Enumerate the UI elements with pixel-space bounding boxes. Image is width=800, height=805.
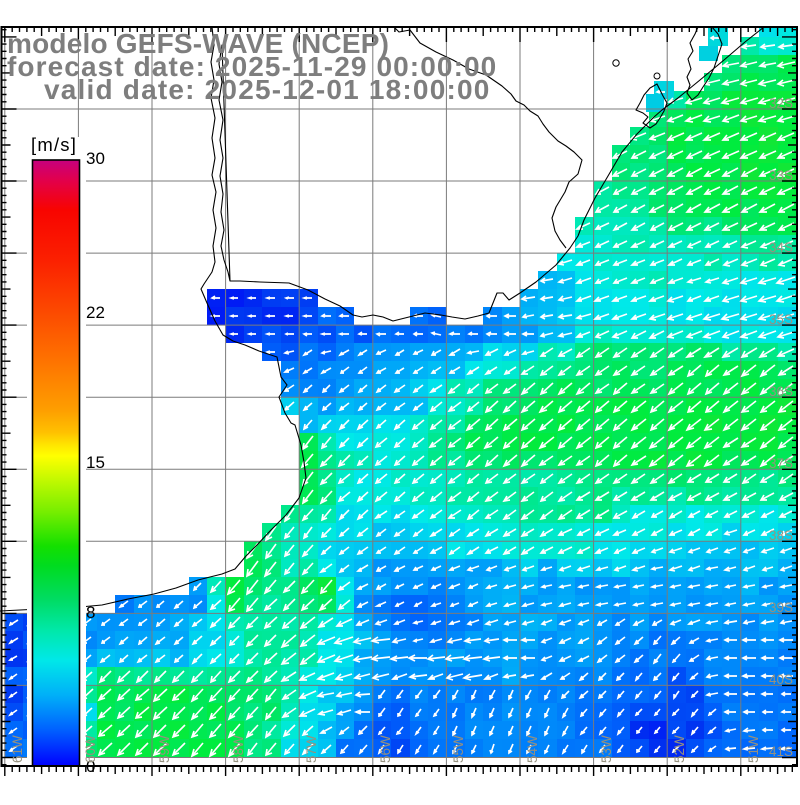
svg-text:35S: 35S	[769, 312, 793, 327]
svg-text:59W: 59W	[157, 735, 172, 763]
svg-text:54W: 54W	[525, 735, 540, 763]
svg-text:39S: 39S	[769, 600, 793, 615]
svg-text:61W: 61W	[10, 735, 25, 763]
svg-text:52W: 52W	[672, 735, 687, 763]
svg-text:53W: 53W	[599, 735, 614, 763]
svg-text:[m/s]: [m/s]	[31, 134, 77, 155]
svg-text:33S: 33S	[769, 168, 793, 183]
svg-text:modelo GEFS-WAVE (NCEP): modelo GEFS-WAVE (NCEP)	[7, 28, 389, 59]
svg-text:58W: 58W	[231, 735, 246, 763]
svg-text:valid date: 2025-12-01 18:00:0: valid date: 2025-12-01 18:00:00	[44, 74, 491, 105]
svg-text:36S: 36S	[769, 384, 793, 399]
svg-text:30: 30	[86, 149, 105, 168]
svg-text:37S: 37S	[769, 456, 793, 471]
svg-text:forecast date: 2025-11-29 00:0: forecast date: 2025-11-29 00:00:00	[7, 51, 497, 82]
svg-text:32S: 32S	[769, 96, 793, 111]
svg-text:41S: 41S	[769, 744, 793, 759]
svg-text:60W: 60W	[83, 735, 98, 763]
svg-text:56W: 56W	[378, 735, 393, 763]
svg-text:55W: 55W	[451, 735, 466, 763]
svg-text:57W: 57W	[304, 735, 319, 763]
svg-text:40S: 40S	[769, 672, 793, 687]
svg-text:22: 22	[86, 303, 105, 322]
svg-text:15: 15	[86, 453, 105, 472]
svg-text:34S: 34S	[769, 240, 793, 255]
svg-text:38S: 38S	[769, 528, 793, 543]
svg-text:8: 8	[86, 603, 95, 622]
svg-text:51W: 51W	[746, 735, 761, 763]
